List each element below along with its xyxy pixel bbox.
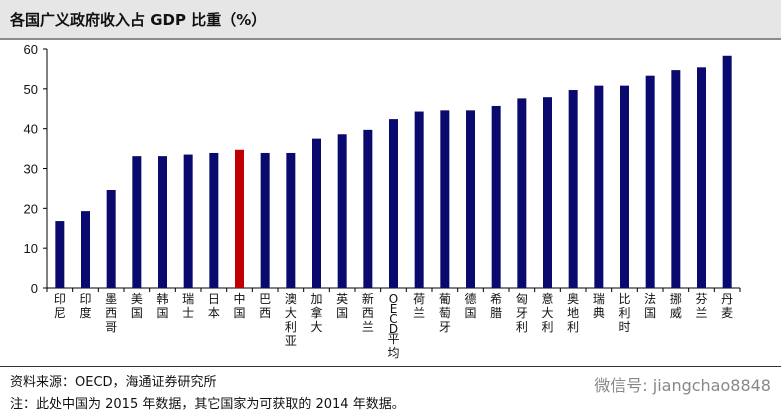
bar-韩国 [158,156,167,288]
x-tick-label: 美国 [131,292,143,320]
x-tick-label: 印尼 [54,292,66,320]
x-tick-label: 荷兰 [413,292,425,320]
bar-芬兰 [697,67,706,288]
bar-法国 [645,75,655,289]
bar-丹麦 [722,55,732,288]
bar-中国 [235,149,244,288]
bar-希腊 [491,105,501,288]
x-tick-label: 芬兰 [695,292,707,320]
bar-英国 [337,134,347,288]
x-tick-label: 澳大利亚 [285,292,297,348]
bar-新西兰 [363,129,373,288]
bar-瑞典 [594,85,604,288]
title-bar: 各国广义政府收入占 GDP 比重（%） [0,0,781,40]
bar-挪威 [671,70,681,288]
chart-title: 各国广义政府收入占 GDP 比重（%） [10,11,267,29]
x-tick-label: 法国 [644,292,656,320]
x-tick-label: 丹麦 [721,292,733,320]
x-tick-label: 比利时 [618,292,630,334]
x-tick-label: 挪威 [670,292,682,320]
x-tick-label: 巴西 [259,292,271,320]
x-tick-label: 新西兰 [362,291,374,334]
x-tick-label: O E C D 平均 [387,292,399,360]
x-tick-label: 日本 [208,292,220,320]
watermark: 微信号: jiangchao8848 [594,376,771,395]
x-tick-label: 加拿大 [310,292,322,334]
x-tick-label: 韩国 [156,291,168,320]
x-tick-label: 葡萄牙 [439,292,451,334]
x-tick-label: 印度 [79,292,91,320]
x-tick-label: 奥地利 [567,292,579,334]
y-tick-label: 20 [24,201,38,216]
bar-加拿大 [312,138,321,288]
bar-比利时 [620,85,629,288]
y-tick-label: 10 [24,241,38,256]
y-tick-label: 40 [24,122,38,137]
source-note: 资料来源：OECD，海通证券研究所 [10,375,217,390]
x-tick-label: 墨西哥 [105,292,117,334]
x-tick-label: 希腊 [490,291,502,320]
bar-德国 [466,110,475,289]
bar-印度 [81,211,90,288]
bar-日本 [209,152,219,288]
y-tick-label: 50 [24,82,38,97]
bar-意大利 [543,97,552,288]
bar-奥地利 [568,90,578,288]
bar-瑞士 [183,154,193,288]
y-tick-label: 30 [24,162,38,177]
bar-美国 [132,156,142,288]
x-tick-label: 中国 [233,291,245,320]
x-tick-label: 匈牙利 [516,292,528,334]
x-tick-label: 德国 [464,291,476,320]
bar-墨西哥 [106,190,116,288]
x-tick-label: 瑞士 [182,292,194,320]
y-tick-label: 0 [31,281,38,296]
bar-巴西 [260,152,270,288]
divider [0,366,781,367]
footnote: 注：此处中国为 2015 年数据，其它国家为可获取的 2014 年数据。 [10,397,405,412]
bar-匈牙利 [517,98,527,288]
bar-荷兰 [414,111,424,288]
y-tick-label: 60 [24,42,38,57]
bar-澳大利亚 [286,152,296,288]
bar-OECD平均 [389,119,398,289]
x-tick-label: 英国 [336,292,348,320]
x-tick-label: 瑞典 [593,292,605,320]
bar-印尼 [55,221,65,288]
x-tick-label: 意大利 [541,291,553,334]
bar-葡萄牙 [440,110,450,289]
